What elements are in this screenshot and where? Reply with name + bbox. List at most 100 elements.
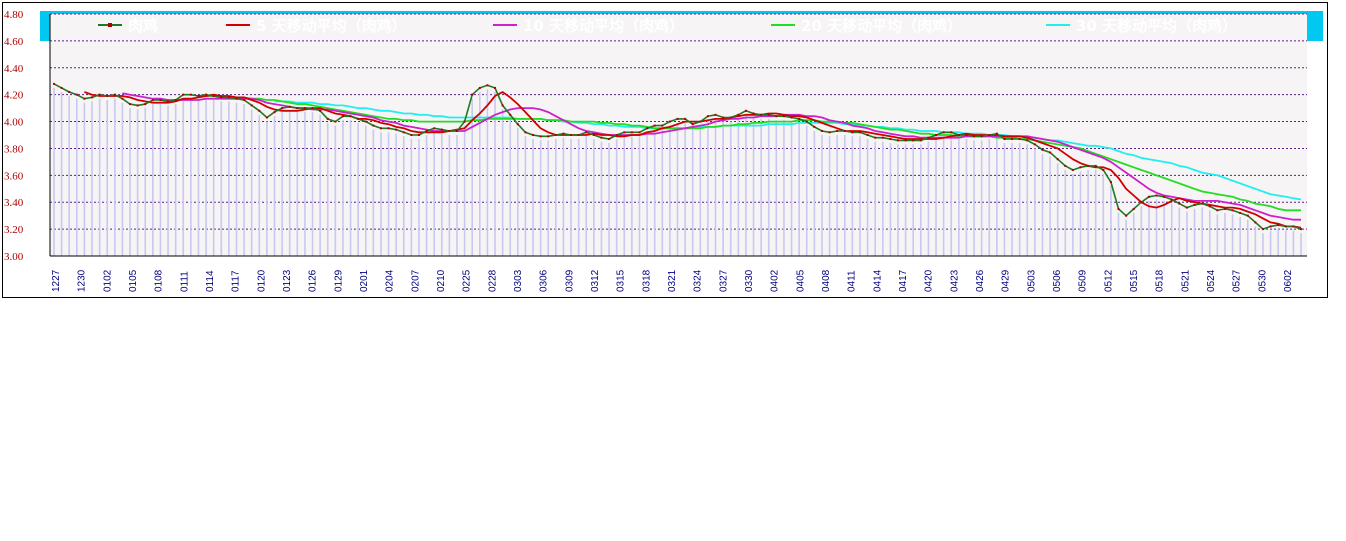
price-marker — [1193, 203, 1196, 206]
price-marker — [98, 93, 101, 96]
price-marker — [516, 123, 519, 126]
price-marker — [851, 131, 854, 134]
legend-label: 5 天移动平均（肉鸡） — [256, 17, 407, 35]
price-marker — [212, 95, 215, 98]
price-marker — [1292, 225, 1295, 228]
price-marker — [182, 93, 185, 96]
x-tick-label: 0321 — [667, 269, 678, 292]
x-tick-label: 0515 — [1129, 269, 1140, 292]
price-marker — [1277, 224, 1280, 227]
y-tick-label: 3.00 — [4, 251, 24, 263]
price-marker — [684, 117, 687, 120]
x-tick-label: 0521 — [1180, 269, 1191, 292]
x-tick-label: 0518 — [1155, 269, 1166, 292]
price-marker — [1239, 211, 1242, 214]
x-tick-label: 0228 — [487, 269, 498, 292]
price-marker — [1300, 228, 1302, 231]
price-marker — [1269, 225, 1272, 228]
price-marker — [995, 132, 998, 135]
x-tick-label: 0111 — [179, 271, 190, 292]
price-marker — [486, 84, 489, 87]
price-marker — [60, 86, 63, 89]
x-tick-label: 0225 — [462, 269, 473, 292]
price-marker — [1223, 207, 1226, 210]
price-marker — [699, 120, 702, 123]
x-tick-label: 0408 — [821, 269, 832, 292]
price-marker — [554, 134, 557, 136]
price-marker — [1033, 143, 1036, 146]
price-marker — [417, 134, 420, 136]
x-tick-label: 0102 — [102, 269, 113, 292]
price-marker — [1170, 198, 1173, 201]
x-tick-label: 0411 — [847, 270, 858, 292]
x-tick-label: 0309 — [564, 269, 575, 292]
price-marker — [1003, 138, 1006, 141]
price-marker — [623, 131, 626, 134]
price-marker — [1125, 214, 1128, 217]
x-tick-label: 0207 — [410, 269, 421, 292]
price-marker — [592, 134, 595, 136]
price-marker — [265, 116, 268, 119]
price-marker — [570, 134, 573, 136]
price-marker — [1117, 207, 1120, 210]
price-marker — [1178, 202, 1181, 205]
x-tick-label: 0120 — [256, 269, 267, 292]
price-marker — [1132, 207, 1135, 210]
price-marker — [395, 128, 398, 131]
price-marker — [1208, 205, 1211, 208]
price-marker — [379, 127, 382, 130]
price-marker — [334, 120, 337, 123]
price-marker — [638, 131, 641, 134]
price-marker — [1140, 201, 1143, 204]
price-marker — [1049, 151, 1052, 154]
x-tick-label: 0204 — [385, 269, 396, 292]
x-tick-label: 0117 — [231, 270, 242, 292]
price-marker — [722, 116, 725, 119]
x-tick-label: 0417 — [898, 269, 909, 292]
price-marker — [311, 107, 314, 110]
price-marker — [729, 116, 732, 119]
price-marker — [326, 117, 329, 120]
price-marker — [1109, 181, 1112, 184]
x-tick-label: 0123 — [282, 269, 293, 292]
price-marker — [950, 131, 953, 134]
price-marker — [144, 103, 147, 106]
ma20-line — [198, 95, 1301, 212]
price-marker — [524, 131, 527, 134]
x-tick-label: 0324 — [693, 269, 704, 292]
price-marker — [471, 93, 474, 96]
price-marker — [296, 107, 299, 110]
price-marker — [532, 134, 535, 136]
price-marker — [455, 129, 458, 132]
price-marker — [1185, 206, 1188, 209]
price-marker — [904, 139, 907, 142]
price-marker — [494, 86, 497, 89]
x-tick-label: 0201 — [359, 269, 370, 292]
price-marker — [75, 93, 78, 96]
price-marker — [919, 139, 922, 142]
price-marker — [220, 96, 223, 99]
price-marker — [600, 136, 603, 139]
price-marker — [113, 93, 116, 96]
x-tick-label: 0105 — [128, 269, 139, 292]
price-marker — [1254, 221, 1257, 224]
legend: 肉鸡 5 天移动平均（肉鸡） 10 天移动平均（肉鸡） 20 天移动平均（肉鸡） 30 … — [98, 17, 1237, 35]
price-marker — [1147, 195, 1150, 198]
price-marker — [608, 138, 611, 141]
x-tick-label: 0315 — [616, 269, 627, 292]
price-marker — [912, 139, 915, 142]
price-marker — [83, 97, 86, 100]
y-tick-label: 3.20 — [4, 224, 24, 236]
price-marker — [927, 136, 930, 139]
price-marker — [874, 136, 877, 139]
price-marker — [433, 127, 436, 130]
price-marker — [1079, 166, 1082, 169]
price-marker — [1155, 194, 1158, 197]
price-marker — [691, 123, 694, 126]
price-marker — [935, 134, 938, 136]
price-marker — [1011, 138, 1014, 141]
price-marker — [988, 134, 991, 136]
price-marker — [273, 111, 276, 114]
price-marker — [866, 134, 869, 136]
price-marker — [1056, 158, 1059, 161]
